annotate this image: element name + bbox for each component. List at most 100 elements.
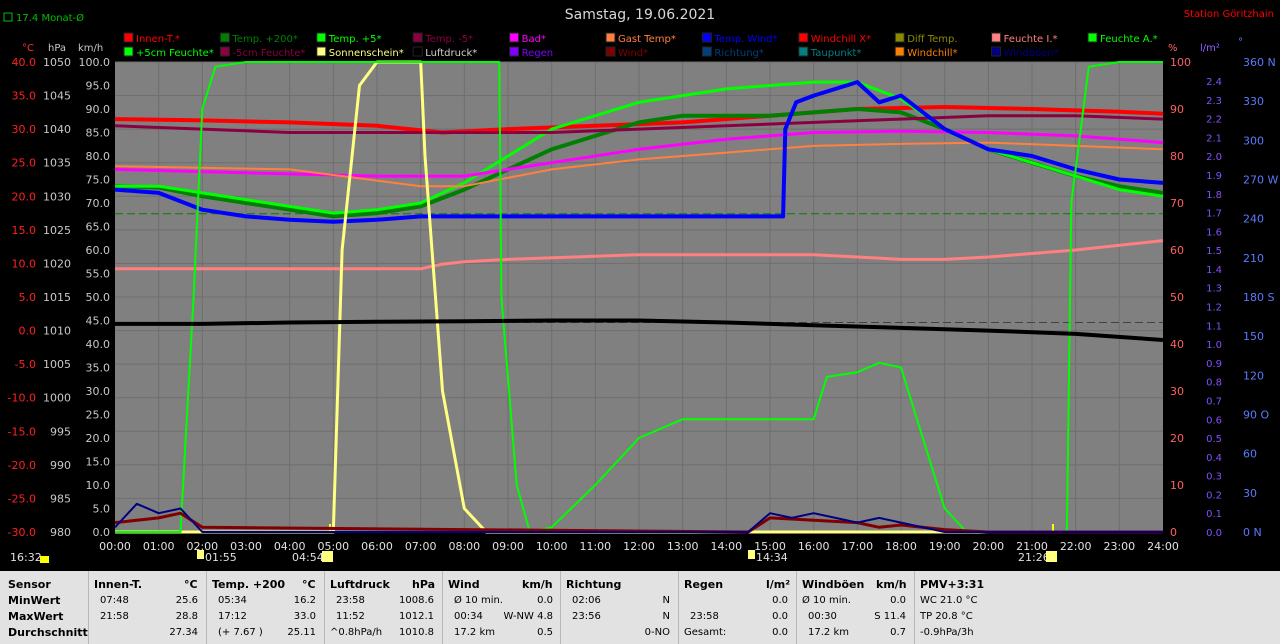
legend-item: Richtung* [714,48,764,59]
series-line [115,318,1164,342]
wind-tick-label: 40.0 [86,338,111,351]
axis-unit-pct: % [1168,43,1178,54]
row-label-min: MinWert [8,594,61,607]
pmv-pressure-trend: -0.9hPa/3h [920,627,974,638]
rain-tick-label: 0.0 [1206,528,1222,539]
time-marker-3: 21:26 [1018,551,1050,564]
legend-swatch [894,46,905,57]
druck-max-value: 1012.1 [399,611,434,622]
temp-tick-label: 35.0 [12,90,37,103]
wind-min-value: 0.0 [537,595,553,606]
pressure-tick-label: 995 [50,425,71,438]
wind-tick-label: 60.0 [86,244,111,257]
temp-tick-label: 5.0 [19,291,37,304]
temp-tick-label: 10.0 [12,257,37,270]
legend-swatch [219,32,230,43]
pressure-tick-label: 1005 [43,358,71,371]
column-divider [796,571,797,644]
column-divider [324,571,325,644]
temp-tick-label: -30.0 [8,526,36,539]
axis-unit-c: °C [22,43,34,54]
innen-max-value: 28.8 [175,611,198,622]
rain-tick-label: 0.5 [1206,434,1222,445]
wind-tick-label: 55.0 [86,268,111,281]
time-tick-label: 12:00 [623,540,655,553]
time-marker-start: 16:32 [10,551,42,564]
pressure-tick-label: 1020 [43,257,71,270]
temp-tick-label: 25.0 [12,157,37,170]
pressure-tick-label: 1015 [43,291,71,304]
wind-tick-label: 100.0 [79,56,111,69]
legend-swatch [798,46,809,57]
rain-tick-label: 0.3 [1206,472,1222,483]
temp-min-value: 16.2 [293,595,316,606]
time-tick-label: 21:00 [1016,540,1048,553]
legend-swatch [701,32,712,43]
wind-min-label: Ø 10 min. [454,595,503,606]
series-line [115,239,1164,271]
sun-marker [322,551,333,562]
axis-unit-hpa: hPa [48,43,66,54]
pressure-tick-label: 990 [50,459,71,472]
series-line [114,502,1163,533]
legend-item: Temp. -5* [424,34,473,45]
time-tick-label: 02:00 [186,540,218,553]
wind-tick-label: 45.0 [86,315,111,328]
druck-trend: ^0.8hPa/h [330,627,383,638]
pmv-windchill: WC 21.0 °C [920,595,978,606]
innen-min-value: 25.6 [175,595,198,606]
time-tick-label: 22:00 [1060,540,1092,553]
time-tick-label: 08:00 [448,540,480,553]
innen-title: Innen-T. [94,578,143,591]
richtung-min-value: N [662,595,670,606]
boeen-distance: 17.2 km [808,627,849,638]
regen-total-label: Gesamt: [684,627,727,638]
column-divider [442,571,443,644]
pct-tick-label: 30 [1170,385,1184,398]
axis-unit-kmh: km/h [78,43,103,54]
column-divider [914,571,915,644]
druck-unit: hPa [412,578,436,591]
temp-tick-label: 40.0 [12,56,37,69]
rain-tick-label: 2.0 [1206,152,1222,163]
innen-max-time: 21:58 [100,611,129,622]
temp-tick-label: -10.0 [8,392,36,405]
temp-tick-label: 15.0 [12,224,37,237]
innen-avg-value: 27.34 [169,627,198,638]
weather-chart: Samstag, 19.06.2021 Station Göritzhain 17.… [3,7,1279,564]
series-line [114,114,1164,134]
chart-title: Samstag, 19.06.2021 [565,7,715,23]
legend-swatch [316,46,327,57]
pressure-tick-label: 1040 [43,123,71,136]
richtung-avg-value: 0-NO [644,627,670,638]
pressure-tick-label: 1035 [43,157,71,170]
pressure-tick-label: 1050 [43,56,71,69]
legend-swatch [219,46,230,57]
pct-tick-label: 10 [1170,479,1184,492]
rain-tick-label: 0.4 [1206,453,1222,464]
station-name: Station Göritzhain [1184,9,1274,20]
regen-total-value: 0.0 [772,627,788,638]
rain-tick-label: 2.1 [1206,133,1222,144]
legend-item: Diff Temp. [907,34,957,45]
boeen-avg-value: 0.7 [890,627,906,638]
druck-max-time: 11:52 [336,611,365,622]
boeen-unit: km/h [876,578,907,591]
legend-item: Temp. Wind* [713,34,777,45]
time-tick-label: 11:00 [579,540,611,553]
time-tick-label: 01:00 [143,540,175,553]
legend-item: Taupunkt* [810,48,862,59]
time-tick-label: 14:00 [710,540,742,553]
time-tick-label: 04:00 [274,540,306,553]
pct-tick-label: 50 [1170,291,1184,304]
column-divider [206,571,207,644]
pct-tick-label: 100 [1170,56,1191,69]
row-label-avg: Durchschnitt [8,626,88,639]
wind-tick-label: 80.0 [86,150,111,163]
regen-max-value: 0.0 [772,611,788,622]
rain-tick-label: 0.9 [1206,359,1222,370]
druck-avg-value: 1010.8 [399,627,434,638]
axis-unit-lm2: l/m² [1200,43,1220,54]
temp-tick-label: 0.0 [19,325,37,338]
time-tick-label: 13:00 [667,540,699,553]
